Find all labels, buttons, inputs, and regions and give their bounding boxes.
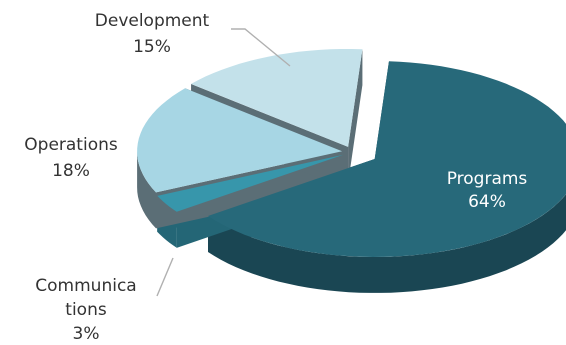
slice-value-programs: 64% bbox=[468, 192, 506, 212]
slice-label-communications-line1: Communica bbox=[35, 276, 136, 296]
slice-wall-development-1 bbox=[348, 49, 363, 183]
slice-communications bbox=[157, 154, 344, 212]
slice-label-development: Development bbox=[95, 11, 210, 31]
leader-line-development bbox=[231, 28, 291, 67]
slice-operations bbox=[137, 88, 343, 193]
slice-value-development: 15% bbox=[133, 37, 171, 57]
leader-lines bbox=[156, 28, 291, 297]
slice-programs bbox=[208, 61, 566, 257]
slice-value-operations: 18% bbox=[52, 161, 90, 181]
slice-outer-wall-programs-0 bbox=[208, 194, 566, 293]
slice-label-communications-line2: tions bbox=[65, 300, 107, 320]
leader-line-communications bbox=[156, 257, 174, 297]
slice-tops bbox=[137, 49, 566, 257]
slice-development bbox=[191, 49, 363, 147]
slice-label-operations: Operations bbox=[24, 135, 118, 155]
slice-value-communications: 3% bbox=[73, 324, 100, 344]
slice-outer-wall-operations-0 bbox=[137, 151, 156, 229]
slice-label-programs: Programs bbox=[447, 169, 528, 189]
